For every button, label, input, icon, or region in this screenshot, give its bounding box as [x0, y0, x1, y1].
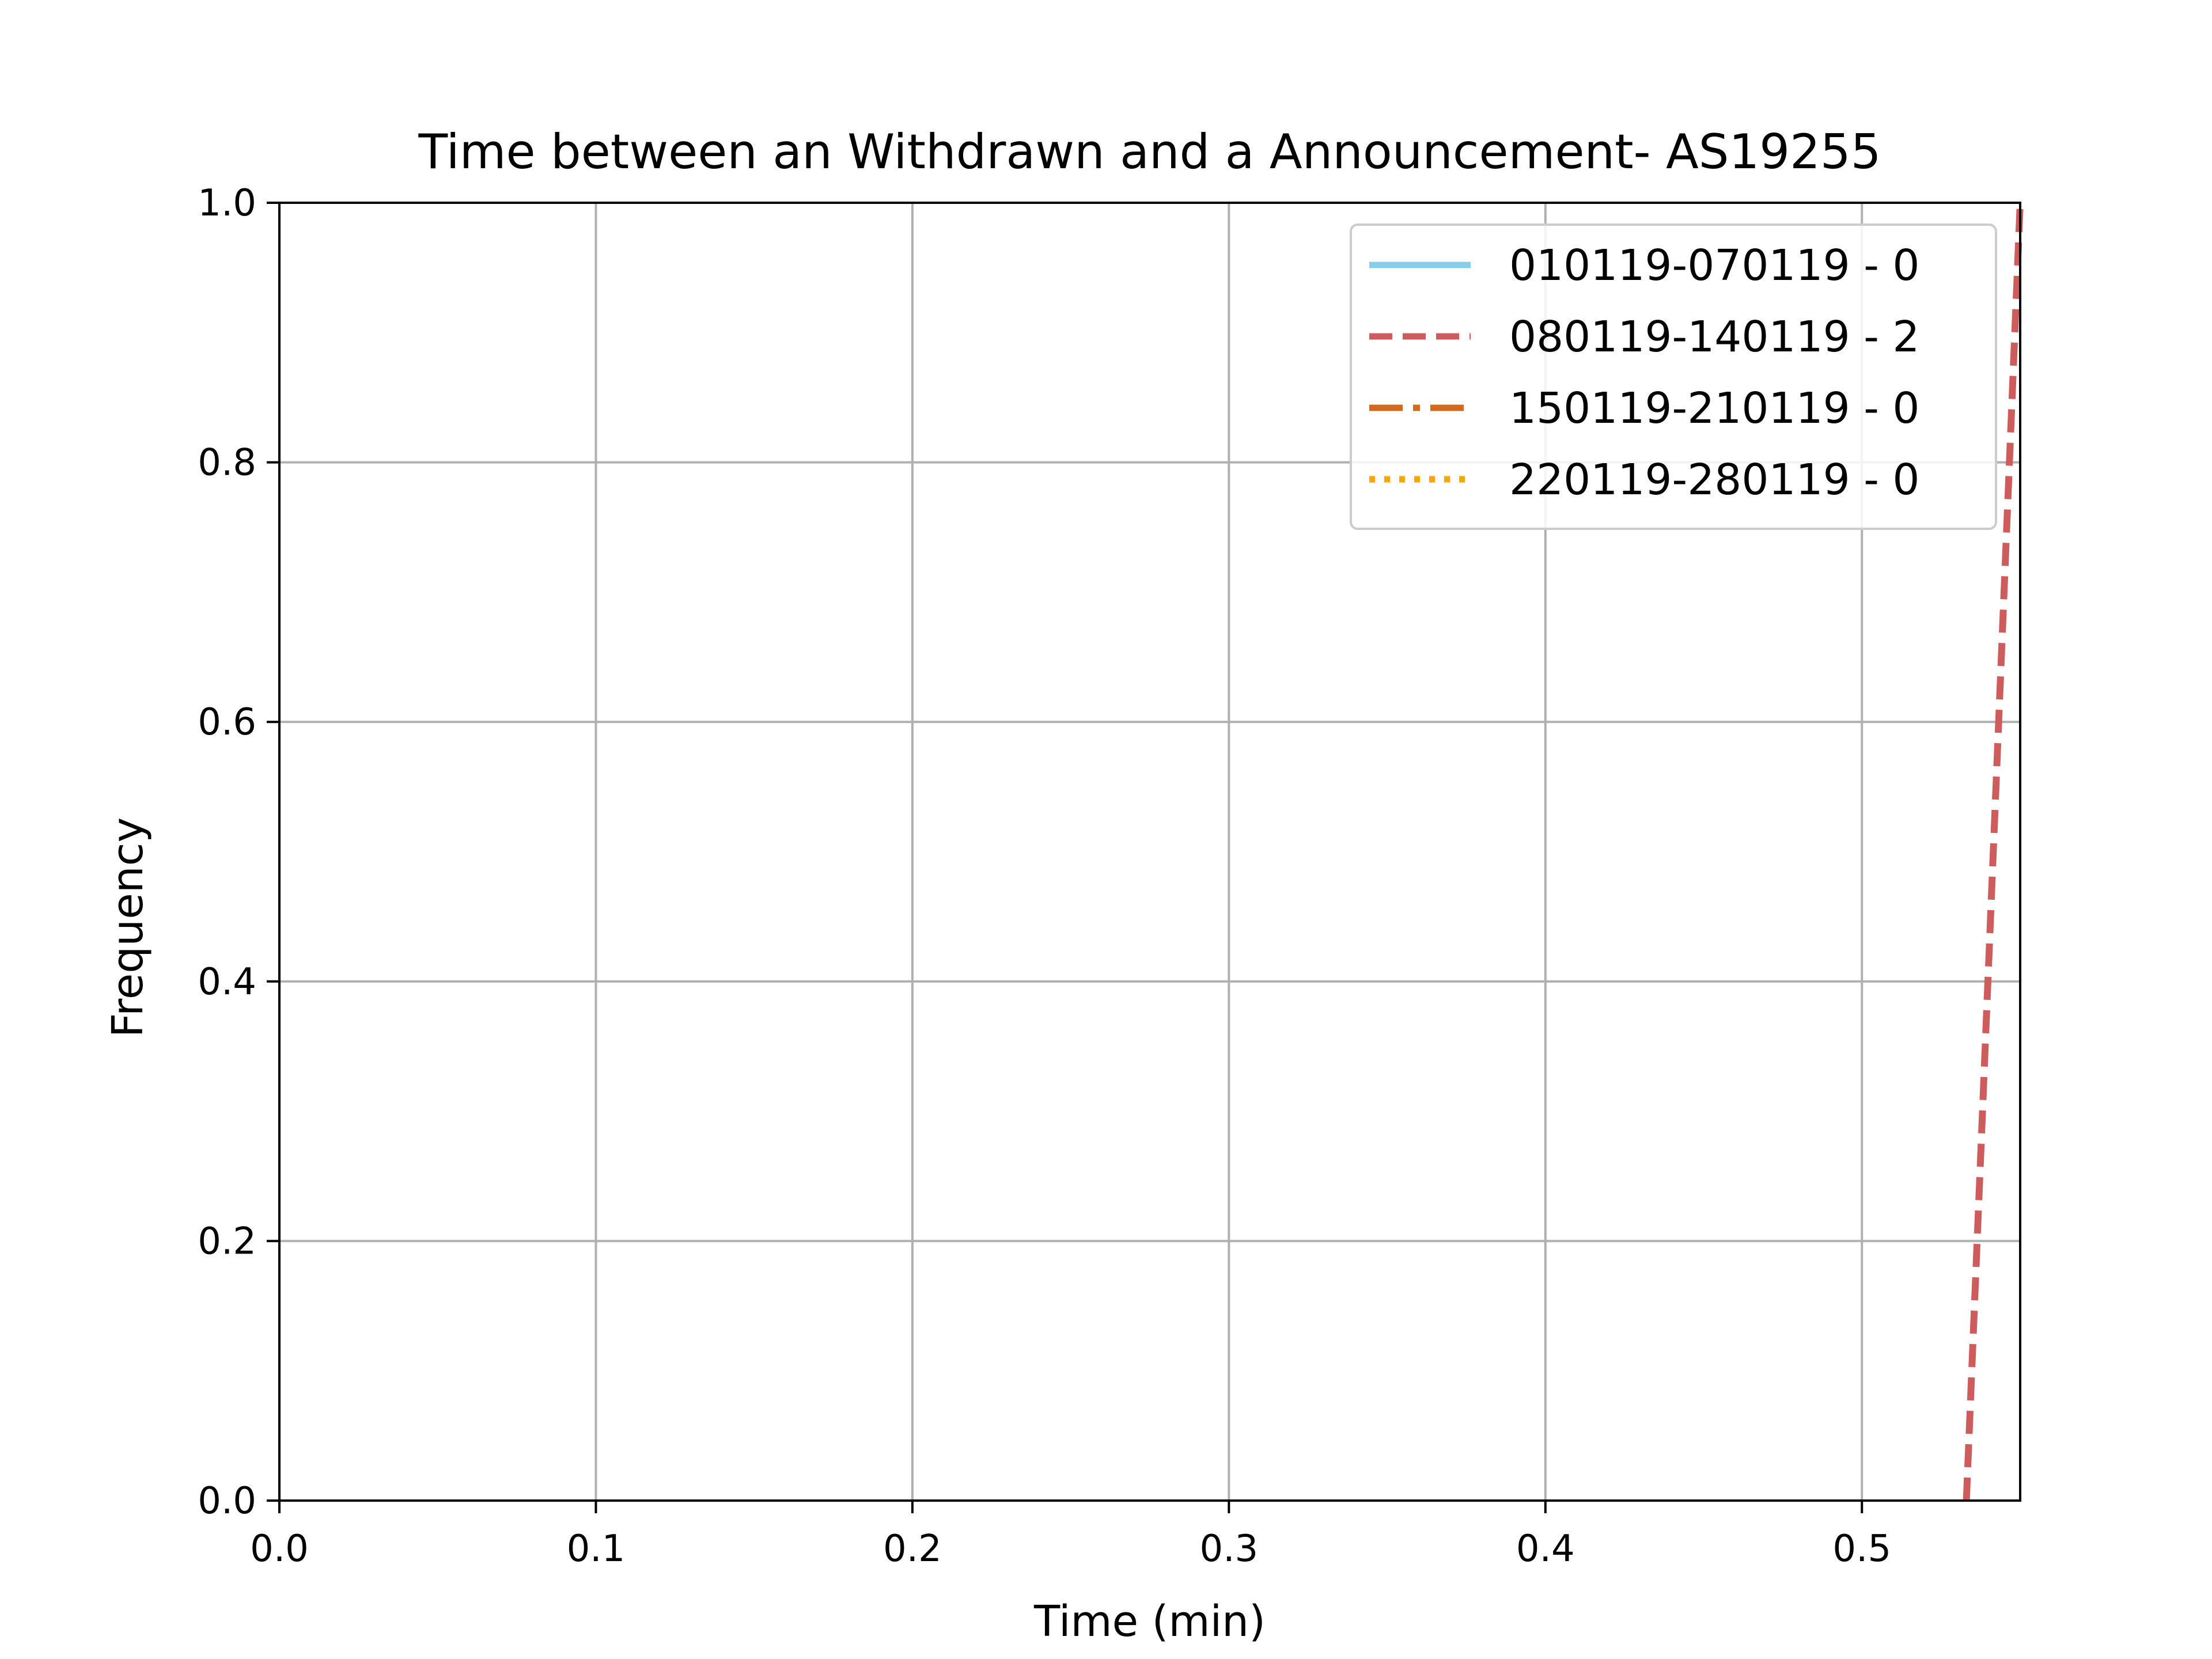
x-tick-label: 0.1 — [567, 1528, 626, 1570]
x-tick-label: 0.0 — [250, 1528, 309, 1570]
y-axis-ticks: 0.0 0.2 0.4 0.6 0.8 1.0 — [198, 182, 279, 1522]
y-tick-label: 1.0 — [198, 182, 256, 225]
legend-label: 080119-140119 - 2 — [1509, 312, 1920, 362]
legend-label: 150119-210119 - 0 — [1509, 384, 1920, 433]
x-axis-ticks: 0.0 0.1 0.2 0.3 0.4 0.5 — [250, 1501, 1891, 1570]
x-tick-label: 0.5 — [1832, 1528, 1891, 1570]
y-tick-label: 0.2 — [198, 1220, 256, 1263]
legend-label: 010119-070119 - 0 — [1509, 241, 1920, 290]
y-tick-label: 0.4 — [198, 961, 256, 1003]
plot-lines — [1963, 202, 2024, 1501]
y-tick-label: 0.8 — [198, 442, 256, 484]
x-tick-label: 0.2 — [883, 1528, 942, 1570]
x-axis-title: Time (min) — [1033, 1597, 1266, 1646]
x-tick-label: 0.4 — [1516, 1528, 1575, 1570]
series-line — [1963, 202, 2024, 1501]
y-tick-label: 0.0 — [198, 1480, 256, 1522]
legend: 010119-070119 - 0 080119-140119 - 2 150119… — [1350, 224, 1997, 530]
chart-title: Time between an Withdrawn and a Announce… — [418, 124, 1881, 180]
plot-frame — [278, 202, 2021, 1502]
legend-label: 220119-280119 - 0 — [1509, 455, 1920, 505]
y-axis-title: Frequency — [103, 817, 153, 1037]
y-tick-label: 0.6 — [198, 701, 256, 744]
x-tick-label: 0.3 — [1199, 1528, 1258, 1570]
legend-box — [1350, 224, 1997, 530]
